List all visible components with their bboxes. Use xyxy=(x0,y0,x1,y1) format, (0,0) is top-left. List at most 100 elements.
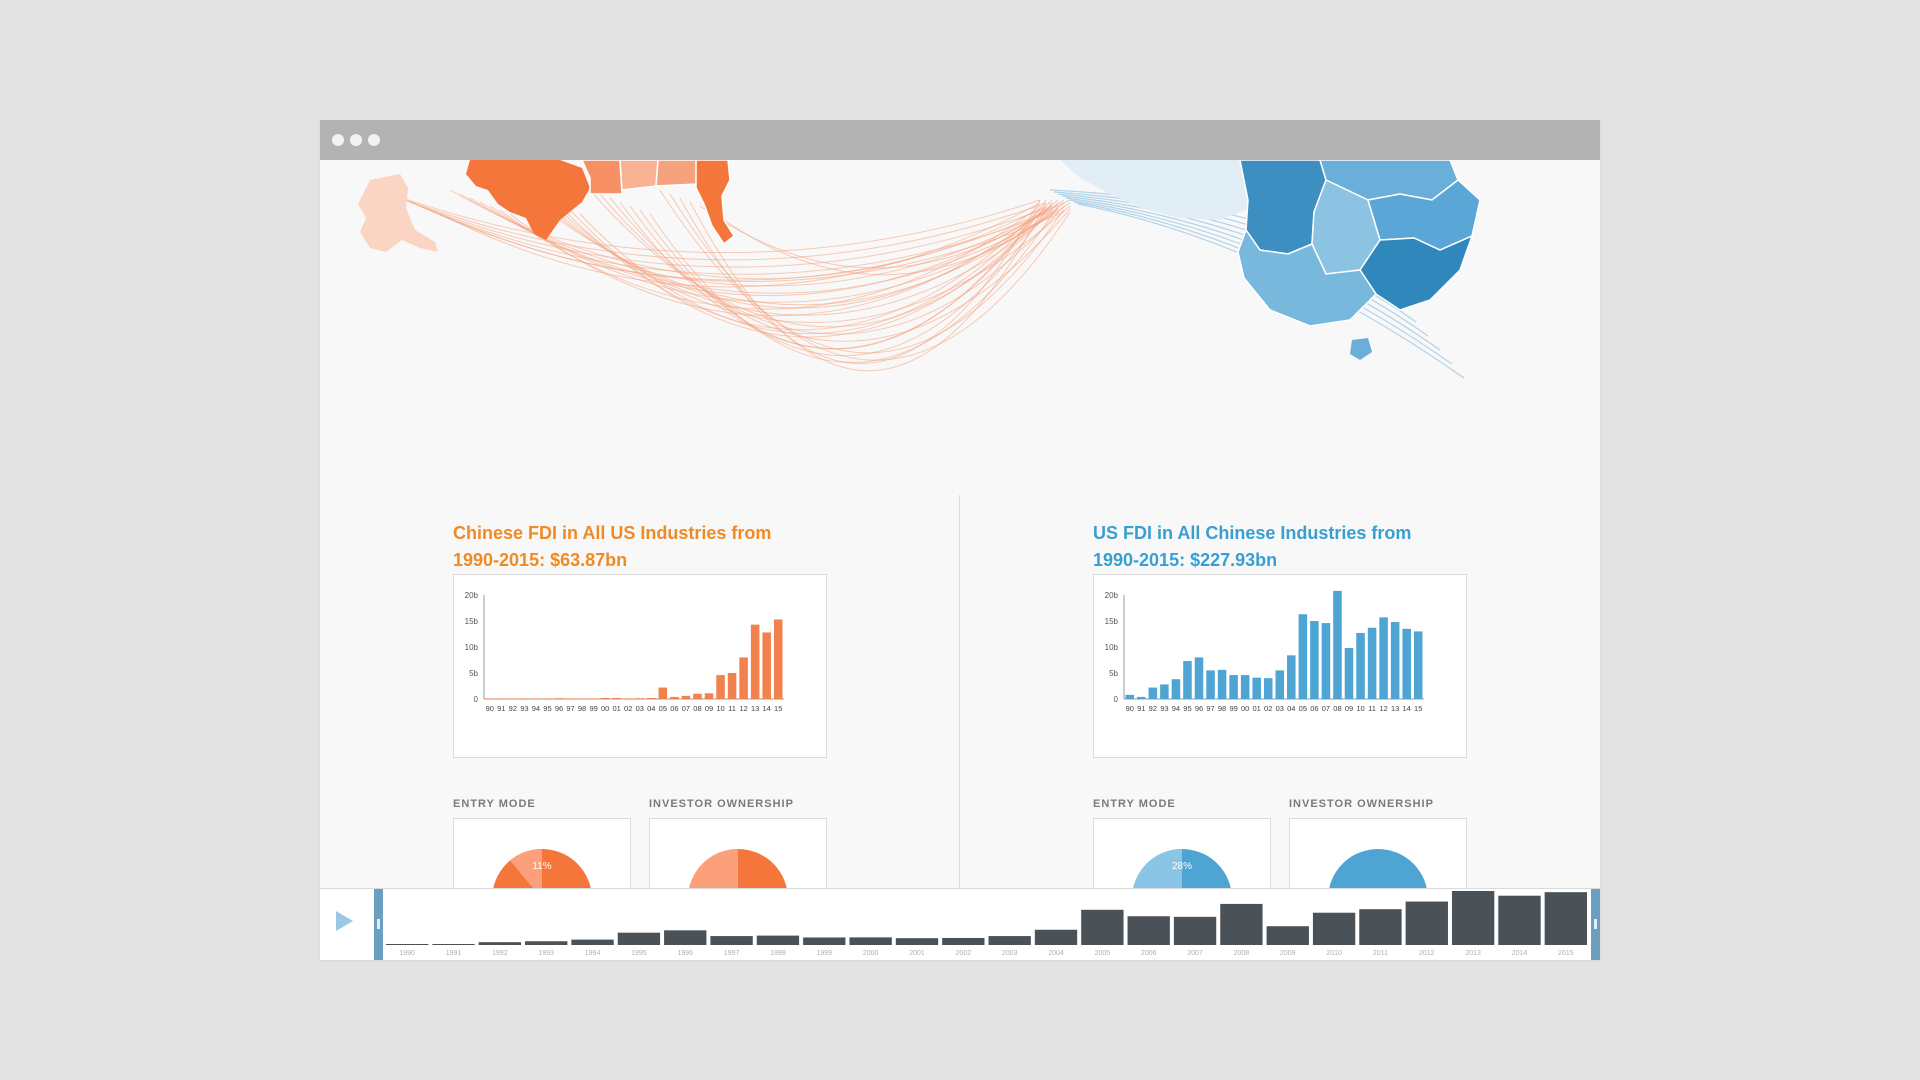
x-tick-label: 92 xyxy=(1149,704,1157,713)
china-map xyxy=(1060,160,1481,360)
flow-arc xyxy=(709,208,1059,276)
chart-bar xyxy=(1160,684,1169,699)
pie-label: 11% xyxy=(532,861,551,872)
x-tick-label: 00 xyxy=(1241,704,1249,713)
x-tick-label: 06 xyxy=(670,704,678,713)
window-dot-icon[interactable] xyxy=(332,134,344,146)
right-entry-mode-label: ENTRY MODE xyxy=(1093,798,1176,810)
chart-bar xyxy=(750,624,760,699)
x-tick-label: 05 xyxy=(1299,704,1307,713)
panel-divider xyxy=(959,495,960,915)
left-headline-line-2: 1990-2015: $63.87bn xyxy=(453,550,628,570)
flow-arc xyxy=(429,199,1071,281)
gulf-state-3 xyxy=(655,160,699,187)
browser-window: Chinese FDI in All US Industries from 19… xyxy=(320,120,1600,960)
timeline-bar xyxy=(1405,901,1448,945)
right-headline: US FDI in All Chinese Industries from 19… xyxy=(1093,520,1473,574)
chart-bar xyxy=(681,695,691,699)
x-tick-label: 95 xyxy=(543,704,551,713)
x-tick-label: 91 xyxy=(1137,704,1145,713)
chart-bar xyxy=(497,698,506,699)
timeline-bar xyxy=(756,935,800,945)
timeline-year-label: 2009 xyxy=(1280,950,1296,957)
chart-bar xyxy=(1206,670,1215,699)
chart-bar xyxy=(600,697,610,699)
y-tick-label: 15b xyxy=(1105,617,1119,626)
x-tick-label: 07 xyxy=(682,704,690,713)
timeline-bar xyxy=(617,932,661,945)
x-tick-label: 06 xyxy=(1310,704,1318,713)
chart-bar xyxy=(1413,631,1423,699)
chart-bar xyxy=(1229,675,1238,699)
x-tick-label: 02 xyxy=(1264,704,1272,713)
timeline-year-label: 2002 xyxy=(956,950,972,957)
play-icon[interactable] xyxy=(336,911,353,931)
flow-arc xyxy=(589,189,1059,328)
timeline-year-label: 2015 xyxy=(1558,950,1574,957)
timeline-year-label: 1991 xyxy=(446,950,462,957)
chart-bar xyxy=(589,698,598,699)
timeline-year-label: 1994 xyxy=(585,950,601,957)
timeline-bar xyxy=(1034,929,1078,945)
timeline-year-label: 1996 xyxy=(677,950,693,957)
flow-arc xyxy=(599,193,1065,335)
x-tick-label: 04 xyxy=(1287,704,1295,713)
y-tick-label: 10b xyxy=(1105,643,1119,652)
chart-bar xyxy=(773,619,783,699)
timeline-year-label: 1997 xyxy=(724,950,740,957)
investment-flow-arcs xyxy=(379,189,1465,379)
china-background-shape xyxy=(1060,160,1286,220)
timeline-bar xyxy=(1359,909,1402,945)
timeline-year-label: 2013 xyxy=(1465,950,1481,957)
y-tick-label: 0 xyxy=(1114,695,1119,704)
chart-bar xyxy=(704,693,714,699)
timeline-year-label: 1993 xyxy=(538,950,554,957)
timeline-year-label: 2011 xyxy=(1373,950,1388,957)
x-tick-label: 97 xyxy=(566,704,574,713)
timeline-bar xyxy=(1544,892,1587,945)
window-dot-icon[interactable] xyxy=(350,134,362,146)
flow-arc xyxy=(609,197,1071,342)
chart-bar xyxy=(1333,590,1342,699)
flow-map xyxy=(358,160,1481,379)
right-bar-chart-svg: 0 5b 10b 15b 20b 90 91 92 93 94 95 96 97 98 99 00 01 02 03… xyxy=(1105,590,1424,713)
timeline-year-label: 1999 xyxy=(816,950,832,957)
window-dot-icon[interactable] xyxy=(368,134,380,146)
y-tick-label: 20b xyxy=(465,591,479,600)
chart-bar xyxy=(1275,670,1285,699)
timeline-bar xyxy=(525,941,568,945)
timeline-year-label: 2001 xyxy=(909,950,925,957)
right-investor-ownership-label: INVESTOR OWNERSHIP xyxy=(1289,798,1434,810)
timeline-bar xyxy=(988,936,1031,945)
chart-bar xyxy=(1148,687,1158,699)
x-tick-label: 08 xyxy=(1333,704,1341,713)
x-tick-label: 05 xyxy=(659,704,667,713)
pie-label: 28% xyxy=(1172,861,1192,872)
timeline-year-label: 1992 xyxy=(492,950,508,957)
y-tick-label: 5b xyxy=(1109,669,1118,678)
x-tick-label: 99 xyxy=(1229,704,1237,713)
alaska-shape xyxy=(358,174,438,252)
x-tick-label: 01 xyxy=(613,704,621,713)
timeline-bar xyxy=(1498,895,1541,945)
chart-bar xyxy=(693,693,702,699)
year-timeline[interactable]: 1990 1991 1992 1993 1994 1995 1996 1997 1998 1999… xyxy=(320,888,1600,960)
x-tick-label: 02 xyxy=(624,704,632,713)
chart-bar xyxy=(1321,623,1331,699)
timeline-bar xyxy=(942,937,985,945)
pie-slice xyxy=(510,849,542,899)
timeline-bar xyxy=(803,937,846,945)
timeline-start-handle[interactable] xyxy=(374,889,383,960)
x-tick-label: 94 xyxy=(532,704,540,713)
x-tick-label: 03 xyxy=(1276,704,1284,713)
timeline-end-handle[interactable] xyxy=(1591,889,1600,960)
flow-arc xyxy=(569,209,1047,338)
x-tick-label: 12 xyxy=(739,704,747,713)
x-tick-label: 15 xyxy=(774,704,782,713)
chart-bar xyxy=(658,687,668,699)
timeline-bar xyxy=(432,944,475,945)
timeline-bars: 1990 1991 1992 1993 1994 1995 1996 1997 1998 1999… xyxy=(386,891,1587,957)
timeline-bar xyxy=(1451,891,1495,945)
x-tick-label: 96 xyxy=(1195,704,1203,713)
chart-bar xyxy=(577,698,587,699)
